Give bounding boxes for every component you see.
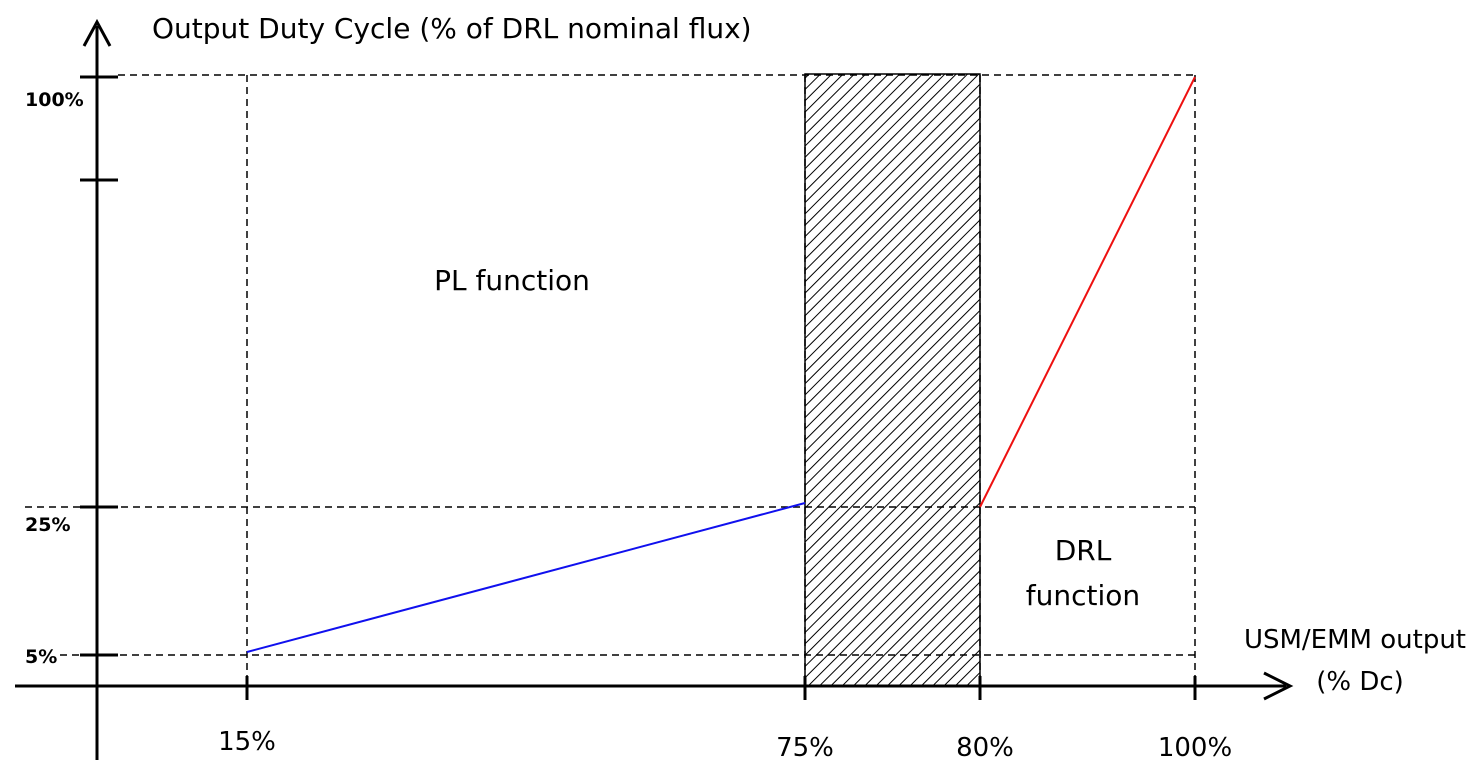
x-axis-label: USM/EMM output bbox=[1244, 625, 1466, 655]
x-tick-label: 100% bbox=[1158, 733, 1232, 760]
region-label: PL function bbox=[434, 264, 590, 297]
y-tick-label: 5% bbox=[25, 646, 57, 668]
x-axis-label: (% Dc) bbox=[1316, 667, 1404, 697]
region-label: function bbox=[1026, 579, 1140, 612]
transition-zone bbox=[804, 73, 981, 687]
x-tick-label: 75% bbox=[776, 733, 834, 760]
region-label: DRL bbox=[1055, 534, 1112, 567]
x-tick-label: 15% bbox=[218, 727, 276, 757]
y-tick-label: 100% bbox=[25, 89, 84, 111]
y-axis-label: Output Duty Cycle (% of DRL nominal flux… bbox=[152, 12, 752, 45]
pl-line bbox=[246, 502, 806, 653]
y-tick-label: 25% bbox=[25, 514, 70, 536]
guide-lines bbox=[25, 74, 1196, 686]
axes bbox=[15, 18, 1294, 760]
x-tick-label: 80% bbox=[956, 733, 1014, 760]
drl-line bbox=[979, 76, 1196, 508]
